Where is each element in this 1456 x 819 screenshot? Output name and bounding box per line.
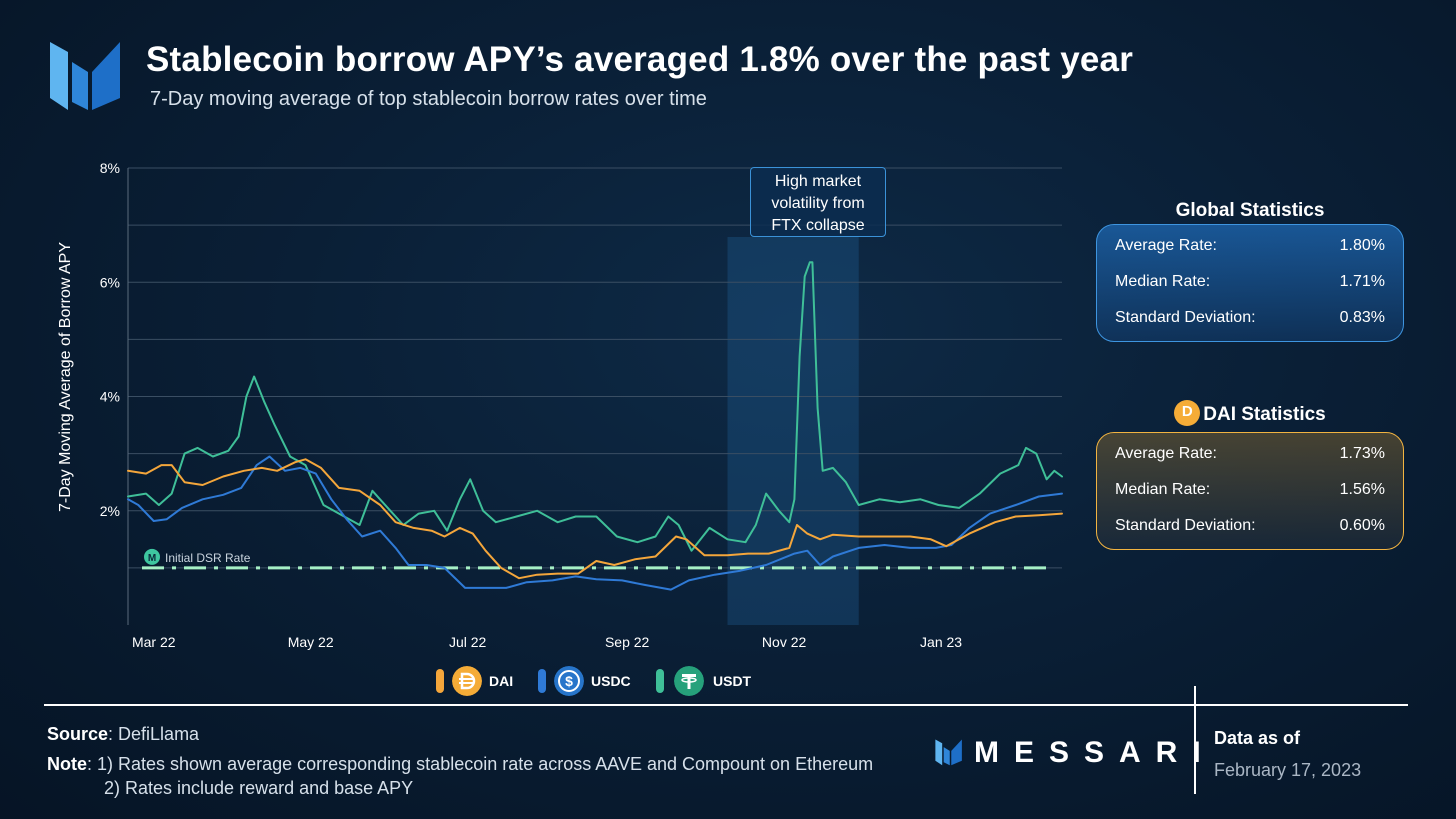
dai-stat-average: Average Rate: 1.73% <box>1115 445 1385 467</box>
dai-coin-icon <box>1174 400 1201 426</box>
y-tick-label: 6% <box>100 274 120 290</box>
dsr-coin-icon-glyph: M <box>148 553 156 564</box>
dai-stat-median: Median Rate: 1.56% <box>1115 481 1385 503</box>
dsr-reference: M Initial DSR Rate <box>142 548 1048 570</box>
x-tick-label: Nov 22 <box>762 634 807 650</box>
stat-value: 0.60% <box>1339 517 1385 534</box>
stat-label: Average Rate: <box>1115 237 1217 254</box>
global-stat-median: Median Rate: 1.71% <box>1115 273 1385 295</box>
source-label: Source <box>47 724 109 744</box>
stat-value: 1.71% <box>1339 273 1385 290</box>
legend-swatch <box>656 669 664 693</box>
dai-stats-title-text: DAI Statistics <box>1203 404 1326 426</box>
dsr-label: Initial DSR Rate <box>165 551 251 565</box>
stat-label: Median Rate: <box>1115 273 1211 290</box>
data-as-of-label: Data as of <box>1214 728 1301 748</box>
messari-wordmark: MESSARI <box>974 736 1216 769</box>
legend-swatch <box>538 669 546 693</box>
y-tick-label: 4% <box>100 389 120 405</box>
page-subtitle: 7-Day moving average of top stablecoin b… <box>150 88 707 110</box>
global-stat-average: Average Rate: 1.80% <box>1115 237 1385 259</box>
stat-label: Standard Deviation: <box>1115 309 1256 326</box>
x-tick-label: Mar 22 <box>132 634 176 650</box>
legend-swatch <box>436 669 444 693</box>
x-tick-label: Jan 23 <box>920 634 962 650</box>
footer-vertical-divider <box>1194 686 1196 794</box>
note-text-1: : 1) Rates shown average corresponding s… <box>87 754 874 774</box>
global-stat-stddev: Standard Deviation: 0.83% <box>1115 309 1385 331</box>
stat-value: 1.73% <box>1339 445 1385 462</box>
stat-value: 1.80% <box>1339 237 1385 254</box>
stat-label: Median Rate: <box>1115 481 1211 498</box>
annotation-line-1: High market <box>774 173 862 190</box>
legend-item-dai: DAI <box>436 666 536 696</box>
y-tick-label: 2% <box>100 503 120 519</box>
legend-label: DAI <box>489 673 514 689</box>
stat-label: Average Rate: <box>1115 445 1217 462</box>
note-line-1: Note: 1) Rates shown average correspondi… <box>47 754 873 775</box>
series-line-usdc <box>127 455 1063 591</box>
legend-item-usdt: USDT <box>656 666 766 696</box>
axes: 2% 4% 6% 8% Mar 22 May 22 Jul 22 Sep 22 Nov 22 Ja… <box>100 160 963 650</box>
messari-footer-logo-icon <box>935 739 962 766</box>
page-title: Stablecoin borrow APY’s averaged 1.8% ov… <box>146 40 1134 79</box>
stat-value: 0.83% <box>1339 309 1385 326</box>
y-tick-label: 8% <box>100 160 120 176</box>
series-lines <box>127 261 1063 591</box>
global-stats-title: Global Statistics <box>1175 200 1325 221</box>
x-tick-label: May 22 <box>288 634 334 650</box>
chart-legend: DAI $ USDC USDT <box>0 666 1456 696</box>
footer-divider <box>44 704 1408 706</box>
annotation-line-2: volatility from <box>771 195 865 212</box>
ftx-highlight-band <box>727 237 859 625</box>
usdt-coin-icon <box>674 666 704 696</box>
global-stats-panel: Average Rate: 1.80% Median Rate: 1.71% S… <box>1096 224 1404 342</box>
x-tick-label: Jul 22 <box>449 634 487 650</box>
ftx-annotation: High market volatility from FTX collapse <box>750 167 886 237</box>
annotation-line-3: FTX collapse <box>771 217 865 234</box>
dai-stats-panel: Average Rate: 1.73% Median Rate: 1.56% S… <box>1096 432 1404 550</box>
data-as-of-date: February 17, 2023 <box>1214 760 1362 780</box>
grid-lines <box>128 167 1062 569</box>
dai-coin-icon <box>452 666 482 696</box>
stat-label: Standard Deviation: <box>1115 517 1256 534</box>
messari-logo-icon <box>50 42 120 110</box>
source-value: : DefiLlama <box>108 724 200 744</box>
dai-stat-stddev: Standard Deviation: 0.60% <box>1115 517 1385 539</box>
series-line-usdt <box>127 261 1063 552</box>
note-line-2: 2) Rates include reward and base APY <box>104 778 414 798</box>
legend-label: USDC <box>591 673 631 689</box>
y-axis-label: 7-Day Moving Average of Borrow APY <box>57 242 74 512</box>
legend-label: USDT <box>713 673 752 689</box>
series-line-dai <box>127 458 1063 580</box>
x-tick-label: Sep 22 <box>605 634 650 650</box>
source-line: Source: DefiLlama <box>47 724 199 745</box>
note-label: Note <box>47 754 87 774</box>
legend-item-usdc: $ USDC <box>538 666 648 696</box>
dsr-coin-icon <box>144 548 160 565</box>
svg-text:$: $ <box>565 673 573 689</box>
dai-stats-title: DAI Statistics <box>1096 400 1404 428</box>
stat-value: 1.56% <box>1339 481 1385 498</box>
usdc-coin-icon: $ <box>554 666 584 696</box>
